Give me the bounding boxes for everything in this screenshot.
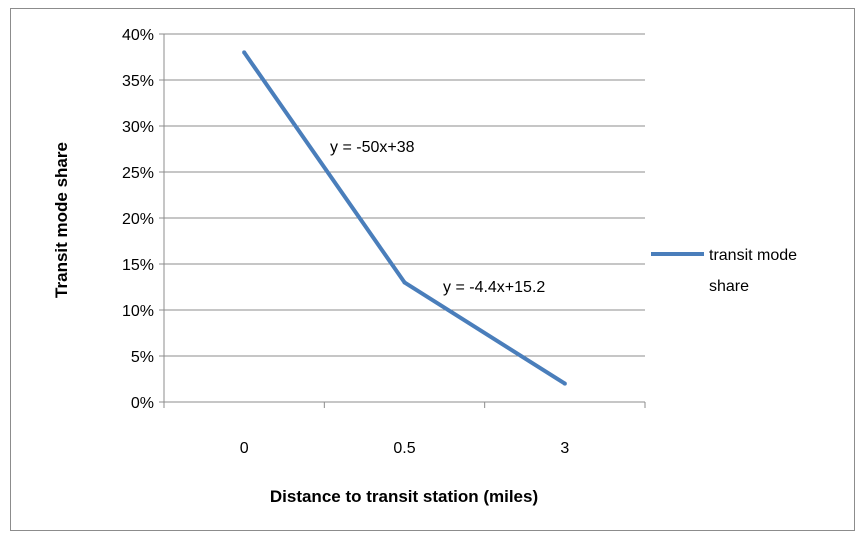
y-tick-label: 40%	[122, 27, 154, 44]
x-tick-labels: 0 0.5 3	[240, 440, 570, 457]
annotation-segment-1: y = -50x+38	[330, 139, 415, 156]
annotation-segment-2: y = -4.4x+15.2	[443, 279, 545, 296]
gridlines	[159, 33, 645, 403]
y-axis-title: Transit mode share	[52, 142, 71, 298]
y-tick-label: 10%	[122, 303, 154, 320]
chart-frame	[10, 8, 855, 531]
x-tick-label: 3	[560, 440, 569, 457]
x-tick-label: 0.5	[393, 440, 415, 457]
y-tick-label: 15%	[122, 257, 154, 274]
legend: transit mode share	[651, 247, 797, 295]
data-point	[562, 381, 567, 386]
y-tick-label: 25%	[122, 165, 154, 182]
data-point	[402, 280, 407, 285]
y-tick-label: 5%	[131, 349, 154, 366]
y-tick-label: 20%	[122, 211, 154, 228]
x-tick-label: 0	[240, 440, 249, 457]
y-tick-label: 30%	[122, 119, 154, 136]
legend-label-line-1: transit mode	[709, 247, 797, 264]
series-layer	[242, 50, 567, 386]
y-tick-label: 35%	[122, 73, 154, 90]
x-axis-title: Distance to transit station (miles)	[270, 487, 538, 506]
data-point	[242, 50, 247, 55]
y-tick-labels: 0% 5% 10% 15% 20% 25% 30% 35% 40%	[122, 27, 154, 412]
legend-label-line-2: share	[709, 278, 749, 295]
axes	[163, 34, 646, 408]
y-tick-label: 0%	[131, 395, 154, 412]
